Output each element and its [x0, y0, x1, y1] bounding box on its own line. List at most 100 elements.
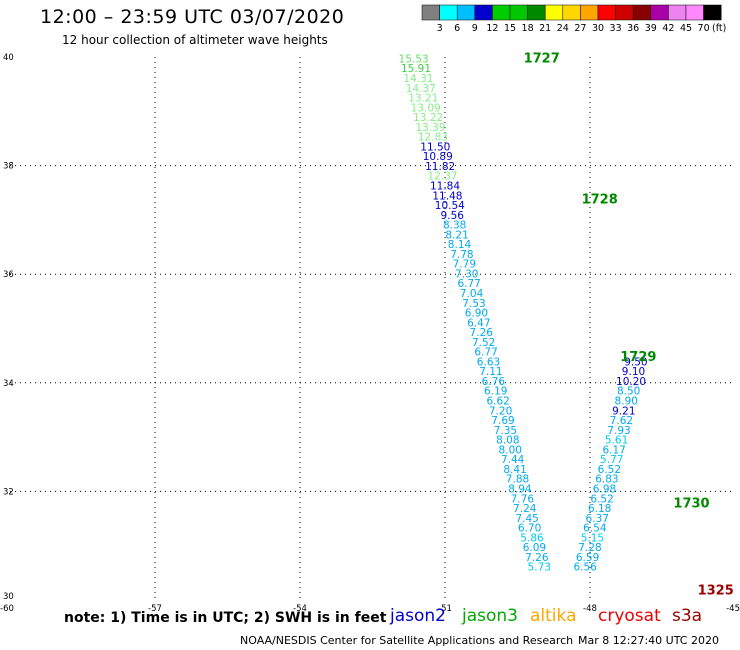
x-tick-label: -48: [583, 604, 597, 614]
satellite-jason3: jason3: [462, 606, 518, 626]
swh-point: 6.90: [465, 308, 488, 320]
swh-point: 7.26: [470, 327, 494, 339]
scale-label: 18: [522, 23, 534, 34]
swh-point: 7.35: [494, 425, 517, 437]
scale-swatch: [650, 4, 669, 21]
scale-label: 33: [610, 23, 622, 34]
swh-point: 7.11: [479, 366, 502, 378]
swh-point: 5.73: [528, 562, 551, 574]
swh-point: 13.22: [413, 112, 443, 124]
swh-point: 13.09: [411, 102, 441, 114]
chart-title: 12:00 – 23:59 UTC 03/07/2020: [40, 6, 345, 28]
satellite-jason2: jason2: [390, 606, 446, 626]
scale-swatch: [632, 4, 652, 21]
scale-swatch: [527, 4, 546, 21]
swh-point: 7.76: [511, 493, 535, 505]
swh-point: 7.69: [491, 415, 514, 427]
scale-swatch: [544, 4, 564, 21]
swh-point: 15.53: [399, 53, 429, 65]
swh-point: 6.09: [523, 542, 546, 554]
swh-point: 7.24: [513, 503, 537, 515]
scale-swatch: [597, 4, 616, 21]
swh-point: 7.45: [515, 513, 538, 525]
scale-label: 9: [472, 23, 478, 34]
swh-point: 6.98: [593, 483, 616, 495]
swh-point: 9.10: [622, 366, 645, 378]
x-tick-label: -45: [726, 604, 740, 614]
swh-point: 7.30: [455, 268, 478, 280]
swh-point: 6.18: [588, 503, 611, 515]
swh-point: 6.56: [573, 562, 597, 574]
swh-point: 7.62: [610, 415, 633, 427]
swh-point: 8.90: [615, 396, 638, 408]
swh-point: 7.28: [578, 542, 601, 554]
swh-point: 12.37: [428, 171, 458, 183]
swh-point: 10.89: [423, 151, 453, 163]
swh-point: 6.47: [467, 317, 490, 329]
swh-point: 13.39: [415, 122, 445, 134]
satellite-altika: altika: [530, 606, 577, 626]
swh-point: 6.63: [477, 356, 500, 368]
scale-swatch: [492, 4, 511, 21]
swh-point: 7.52: [472, 337, 495, 349]
swh-point: 7.79: [453, 259, 476, 271]
swh-point: 14.37: [406, 83, 436, 95]
scale-swatch: [474, 4, 493, 21]
scale-swatch: [421, 4, 440, 21]
scale-unit: (ft): [712, 23, 726, 34]
time-label: 1728: [582, 193, 618, 208]
scale-label: 39: [645, 23, 657, 34]
scale-label: 6: [454, 23, 460, 34]
swh-point: 9.21: [612, 405, 635, 417]
swh-point: 5.15: [581, 532, 604, 544]
scale-swatch: [615, 4, 634, 21]
scale-swatch: [703, 4, 722, 21]
y-tick-label: 40: [3, 53, 14, 63]
scale-swatch: [562, 4, 581, 21]
scale-label: 27: [574, 23, 586, 34]
swh-point: 7.26: [525, 552, 549, 564]
x-tick-label: -57: [148, 604, 162, 614]
scale-label: 30: [592, 23, 604, 34]
footer-note: note: 1) Time is in UTC; 2) SWH is in fe…: [64, 610, 387, 626]
scale-label: 3: [437, 23, 443, 34]
swh-point: 8.08: [496, 435, 519, 447]
swh-point: 10.54: [435, 200, 465, 212]
generated-time: Mar 8 12:27:40 UTC 2020: [578, 634, 719, 647]
scale-label: 24: [557, 23, 569, 34]
swh-point: 6.76: [482, 376, 506, 388]
swh-point: 10.20: [616, 376, 646, 388]
swh-point: 6.19: [484, 386, 507, 398]
time-label: 1730: [673, 497, 709, 512]
scale-swatch: [685, 4, 704, 21]
swh-point: 8.38: [443, 220, 466, 232]
swh-point: 8.21: [445, 229, 468, 241]
swh-point: 14.31: [403, 73, 433, 85]
scale-label: 15: [504, 23, 516, 34]
swh-point: 8.14: [448, 239, 472, 251]
satellite-s3a: s3a: [672, 606, 703, 626]
swh-point: 5.77: [600, 454, 623, 466]
swh-point: 6.62: [486, 396, 509, 408]
satellite-cryosat: cryosat: [598, 606, 661, 626]
swh-point: 6.83: [595, 474, 618, 486]
x-tick-label: -54: [293, 604, 307, 614]
scale-label: 45: [680, 23, 692, 34]
swh-point: 7.93: [607, 425, 630, 437]
swh-point: 8.00: [499, 444, 522, 456]
swh-point: 9.56: [441, 210, 465, 222]
y-tick-label: 34: [3, 379, 14, 389]
time-label: 1325: [698, 584, 734, 599]
y-tick-label: 38: [3, 162, 14, 172]
scale-label: 21: [539, 23, 551, 34]
scale-swatch: [580, 4, 599, 21]
swh-point: 7.88: [506, 474, 529, 486]
scale-swatch: [439, 4, 458, 21]
y-tick-label: 30: [3, 592, 14, 602]
y-tick-label: 36: [3, 270, 14, 280]
swh-point: 6.77: [457, 278, 480, 290]
x-tick-label: -51: [438, 604, 452, 614]
scale-label: 36: [627, 23, 639, 34]
swh-point: 6.70: [518, 523, 541, 535]
